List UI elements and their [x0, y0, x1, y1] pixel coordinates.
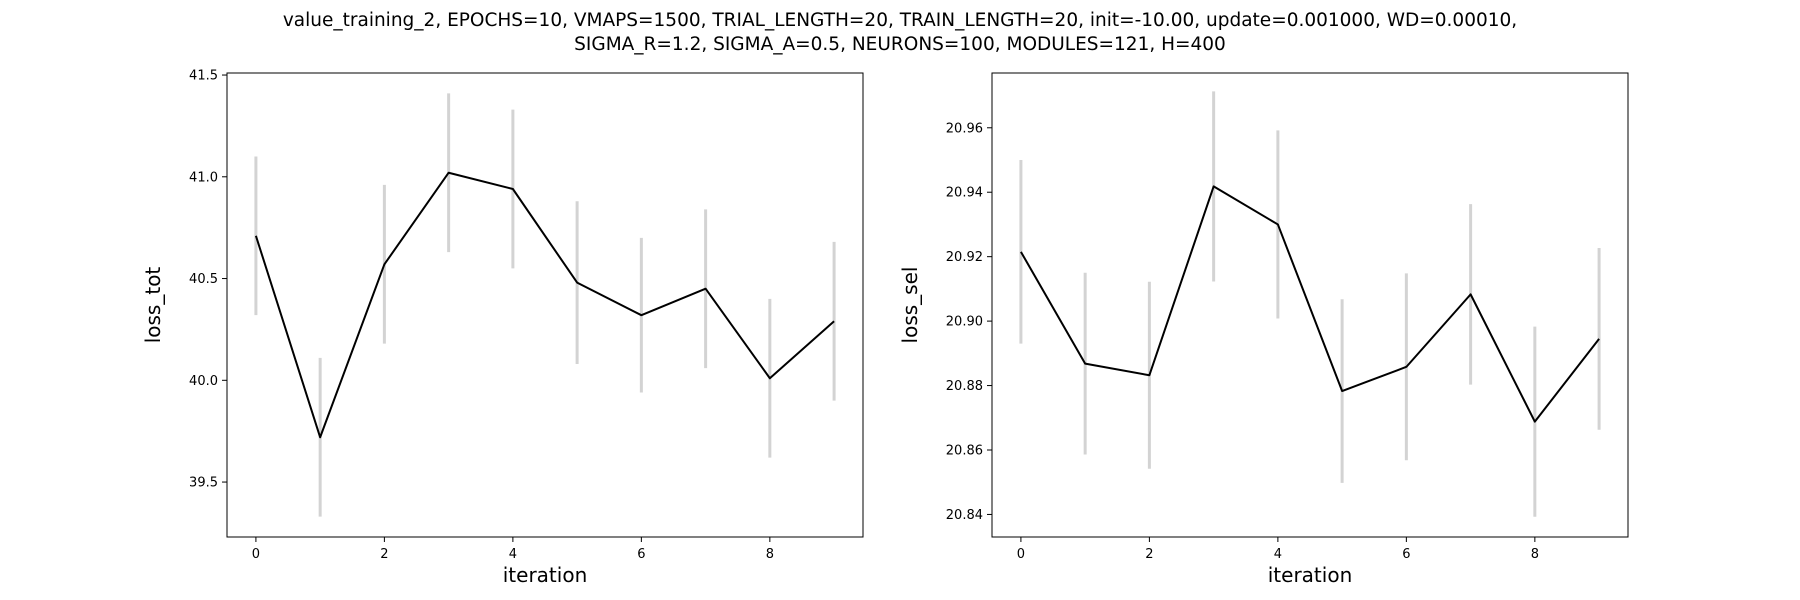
loss-sel-axes-frame [991, 72, 1629, 538]
loss-sel-x-tick-label-1: 2 [1145, 547, 1153, 562]
loss-sel-y-tick-label-6: 20.96 [946, 121, 983, 136]
loss-tot-y-tick-label-2: 40.5 [189, 272, 218, 287]
loss-tot-x-tick-label-4: 8 [766, 547, 774, 562]
loss-tot-x-axis-label: iteration [503, 563, 588, 587]
loss-tot-y-axis-label: loss_tot [141, 267, 165, 344]
loss-tot-x-tick-label-1: 2 [380, 547, 388, 562]
loss-tot-panel: 0 2 4 6 8 39.5 40.0 40.5 41.0 41.5 iteration loss_t… [141, 69, 864, 587]
loss-sel-x-tick-label-0: 0 [1017, 547, 1025, 562]
loss-sel-x-tick-label-3: 6 [1402, 547, 1410, 562]
figure-title-line-2: SIGMA_R=1.2, SIGMA_A=0.5, NEURONS=100, M… [574, 34, 1226, 55]
figure-title-line-1: value_training_2, EPOCHS=10, VMAPS=1500,… [283, 10, 1517, 31]
loss-tot-x-tick-label-0: 0 [252, 547, 260, 562]
loss-sel-y-tick-label-0: 20.84 [946, 508, 983, 523]
loss-tot-series-line [254, 171, 835, 439]
loss-tot-y-tick-label-1: 40.0 [189, 374, 218, 389]
loss-sel-y-tick-label-1: 20.86 [946, 444, 983, 459]
loss-sel-y-tick-label-2: 20.88 [946, 379, 983, 394]
loss-sel-y-tick-label-4: 20.92 [946, 250, 983, 265]
loss-tot-y-tick-label-4: 41.5 [189, 69, 218, 84]
loss-sel-x-tick-label-2: 4 [1274, 547, 1282, 562]
loss-sel-y-tick-label-3: 20.90 [946, 315, 983, 330]
loss-sel-y-tick-label-5: 20.94 [946, 186, 983, 201]
loss-tot-y-tick-label-3: 41.0 [189, 170, 218, 185]
loss-sel-x-axis-label: iteration [1268, 563, 1353, 587]
loss-tot-axes-frame [226, 72, 864, 538]
loss-sel-panel: 0 2 4 6 8 20.84 20.86 20.88 20.90 20.92 20.94 20.96… [898, 72, 1629, 587]
loss-sel-series-line [1020, 185, 1600, 423]
loss-sel-y-axis-label: loss_sel [898, 267, 922, 344]
loss-tot-y-tick-label-0: 39.5 [189, 476, 218, 491]
loss-tot-x-tick-label-2: 4 [509, 547, 517, 562]
loss-sel-x-tick-label-4: 8 [1531, 547, 1539, 562]
loss-tot-x-tick-label-3: 6 [637, 547, 645, 562]
